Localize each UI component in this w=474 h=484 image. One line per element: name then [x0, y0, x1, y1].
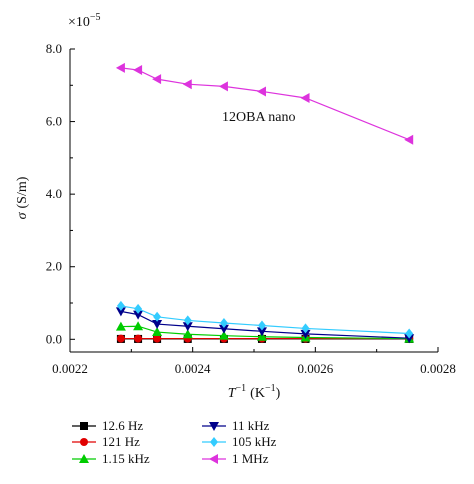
x-tick-label: 0.0022 — [52, 361, 88, 376]
legend-marker — [209, 422, 219, 431]
legend-marker — [80, 422, 88, 430]
legend-label: 12.6 Hz — [102, 418, 143, 433]
series-layer — [115, 62, 415, 344]
series-105-kHz — [116, 300, 414, 339]
legend-item: 11 kHz — [202, 418, 270, 433]
data-point — [182, 79, 192, 90]
y-tick-label: 6.0 — [46, 114, 62, 129]
legend-label: 1.15 kHz — [102, 451, 150, 466]
chart-annotation: 12OBA nano — [222, 110, 296, 125]
data-point — [115, 307, 126, 317]
data-point — [182, 329, 193, 339]
legend-item: 105 kHz — [202, 434, 277, 449]
data-point — [300, 329, 311, 339]
data-point — [133, 310, 144, 320]
data-point — [153, 334, 162, 343]
data-point — [115, 321, 126, 331]
data-point — [300, 92, 310, 103]
x-axis-label: T−1 (K−1) — [228, 383, 281, 401]
data-point — [405, 328, 414, 339]
data-point — [152, 320, 163, 330]
data-point — [133, 65, 143, 76]
data-point — [256, 86, 266, 97]
legend-marker — [79, 454, 89, 463]
data-point — [133, 321, 144, 331]
y-tick-label: 4.0 — [46, 186, 62, 201]
data-point — [152, 327, 163, 337]
data-point — [218, 81, 228, 92]
series-line — [120, 305, 410, 335]
legend-marker — [80, 438, 88, 446]
data-point — [152, 74, 162, 85]
data-point — [404, 334, 415, 344]
series-1-MHz — [115, 62, 414, 145]
legend-label: 11 kHz — [232, 418, 270, 433]
legend-item: 1.15 kHz — [72, 451, 150, 466]
data-point — [218, 324, 229, 334]
data-point — [257, 320, 266, 331]
y-tick-label: 2.0 — [46, 259, 62, 274]
data-point — [134, 334, 143, 343]
series-11-kHz — [115, 307, 415, 344]
axes-layer: 0.0 2.0 4.0 6.0 8.0 0.0022 0.0024 0.0026 0.0028 — [46, 41, 456, 376]
data-point — [116, 300, 125, 311]
legend-marker — [210, 437, 218, 447]
series-line — [120, 310, 410, 339]
legend-item: 121 Hz — [72, 434, 140, 449]
data-point — [115, 62, 125, 73]
y-multiplier: ×10−5 — [68, 12, 101, 30]
x-tick-label: 0.0028 — [420, 361, 456, 376]
data-point — [218, 330, 229, 340]
legend-marker — [209, 454, 218, 464]
data-point — [219, 317, 228, 328]
data-point — [116, 334, 125, 343]
data-point — [256, 327, 267, 337]
legend-label: 1 MHz — [232, 451, 269, 466]
data-point — [153, 311, 162, 322]
x-tick-label: 0.0024 — [175, 361, 211, 376]
data-point — [301, 323, 310, 334]
y-tick-label: 8.0 — [46, 41, 62, 56]
legend-label: 121 Hz — [102, 434, 140, 449]
data-point — [404, 134, 414, 145]
data-point — [134, 303, 143, 314]
data-point — [183, 315, 192, 326]
y-axis-label: σ(S/m) — [15, 176, 30, 219]
legend-item: 12.6 Hz — [72, 418, 143, 433]
legend-label: 105 kHz — [232, 434, 277, 449]
legend-item: 1 MHz — [202, 451, 269, 466]
data-point — [182, 322, 193, 332]
y-tick-label: 0.0 — [46, 331, 62, 346]
series-line — [120, 67, 410, 141]
x-tick-label: 0.0026 — [297, 361, 333, 376]
